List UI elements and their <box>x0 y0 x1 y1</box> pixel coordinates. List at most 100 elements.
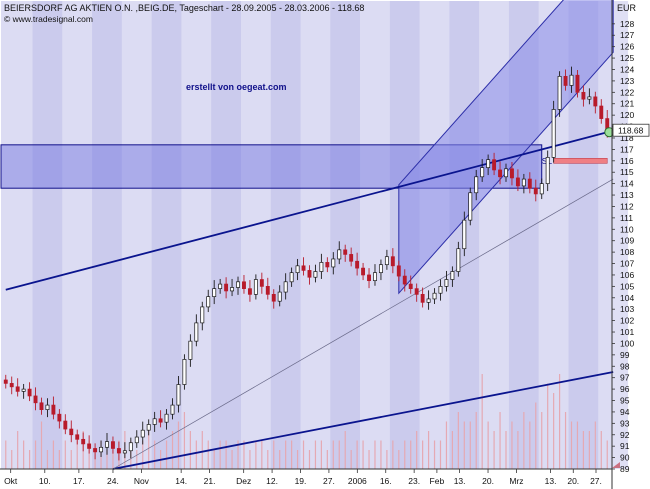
candle-body <box>45 404 50 410</box>
volume-bar <box>58 450 60 469</box>
volume-bar <box>52 440 55 469</box>
volume-bar <box>576 421 579 469</box>
volume-bar <box>237 440 239 469</box>
volume-bar <box>46 450 49 469</box>
volume-bar <box>142 440 144 469</box>
y-tick-label: 100 <box>620 338 634 348</box>
x-tick-label: Mrz <box>509 476 523 486</box>
volume-bar <box>285 440 287 469</box>
candle-body <box>99 446 103 453</box>
candle-body <box>158 418 163 423</box>
x-tick-label: 19. <box>295 476 307 486</box>
volume-bar <box>255 440 257 469</box>
y-tick-label: 127 <box>620 30 634 40</box>
y-tick-label: 99 <box>620 350 630 360</box>
volume-bar <box>493 431 495 469</box>
volume-bar <box>76 440 78 469</box>
volume-bar <box>558 374 561 469</box>
volume-bar <box>267 450 269 469</box>
candle-body <box>593 96 598 107</box>
x-tick-label: 21. <box>204 476 216 486</box>
y-tick-label: 110 <box>620 224 634 234</box>
volume-bar <box>535 402 537 469</box>
volume-bar <box>201 431 203 469</box>
candle-body <box>533 187 538 195</box>
candle-body <box>581 91 586 100</box>
candle-body <box>521 178 526 187</box>
volume-bar <box>291 440 293 469</box>
x-tick-label: Feb <box>430 476 445 486</box>
volume-bar <box>439 440 442 469</box>
y-tick-label: 98 <box>620 361 630 371</box>
volume-bar <box>261 440 263 469</box>
volume-bar <box>553 393 555 469</box>
week-band <box>240 1 271 469</box>
candle-body <box>69 428 74 436</box>
candle-body <box>3 379 8 384</box>
volume-bar <box>392 440 394 469</box>
candle-body <box>271 294 276 302</box>
x-tick-label: 24. <box>107 476 119 486</box>
candle-body <box>468 192 473 221</box>
volume-bar <box>296 450 299 469</box>
candle-body <box>355 260 360 269</box>
last-price-box <box>612 123 650 137</box>
volume-bar <box>469 421 471 469</box>
y-tick-label: 92 <box>620 430 630 440</box>
volume-bar <box>219 440 221 469</box>
author-annotation: erstellt von oegeat.com <box>186 82 287 92</box>
volume-bar <box>445 421 448 469</box>
candle-body <box>116 448 121 454</box>
candle-body <box>218 283 223 289</box>
candle-body <box>93 448 98 453</box>
y-tick-label: 101 <box>620 327 634 337</box>
candle-body <box>51 404 56 415</box>
volume-bar <box>505 431 507 469</box>
candle-body <box>510 168 514 179</box>
candle-body <box>27 388 32 397</box>
volume-bar <box>213 450 215 469</box>
y-tick-label: 90 <box>620 453 630 463</box>
volume-bar <box>231 450 233 469</box>
support-trendline <box>112 178 614 470</box>
volume-bar <box>344 431 346 469</box>
volume-bar <box>356 440 358 469</box>
candle-body <box>242 281 246 289</box>
volume-bar <box>273 440 275 469</box>
candle-body <box>9 383 14 388</box>
y-tick-label: 116 <box>620 156 634 166</box>
candle-body <box>164 413 169 423</box>
volume-bar <box>487 421 489 469</box>
x-tick-label: 20. <box>567 476 579 486</box>
y-tick-label: 117 <box>620 144 634 154</box>
y-tick-label: 123 <box>620 76 634 86</box>
x-tick-label: 2006 <box>348 476 367 486</box>
candle-body <box>81 438 86 445</box>
week-band <box>598 1 629 469</box>
y-tick-label: 111 <box>620 213 633 223</box>
candle-body <box>188 340 193 360</box>
volume-bar <box>547 383 549 469</box>
x-tick-label: Okt <box>4 476 18 486</box>
candle-body <box>236 281 240 288</box>
volume-bar <box>195 440 197 469</box>
week-band <box>300 1 331 469</box>
upper-trendline <box>5 131 608 291</box>
volume-bar <box>314 440 317 469</box>
volume-bar <box>600 431 602 469</box>
x-tick-label: 13. <box>545 476 557 486</box>
currency-label: EUR <box>617 3 637 13</box>
candle-body <box>57 413 62 422</box>
volume-bar <box>422 440 424 469</box>
volume-bar <box>380 440 382 469</box>
volume-bar <box>475 412 477 469</box>
y-tick-label: 89 <box>620 464 630 474</box>
candle-body <box>569 74 574 86</box>
volume-bar <box>457 412 459 469</box>
candle-body <box>551 109 556 158</box>
candle-body <box>33 395 38 404</box>
x-tick-label: 16. <box>380 476 392 486</box>
volume-bar <box>106 450 108 469</box>
candle-body <box>432 292 437 300</box>
